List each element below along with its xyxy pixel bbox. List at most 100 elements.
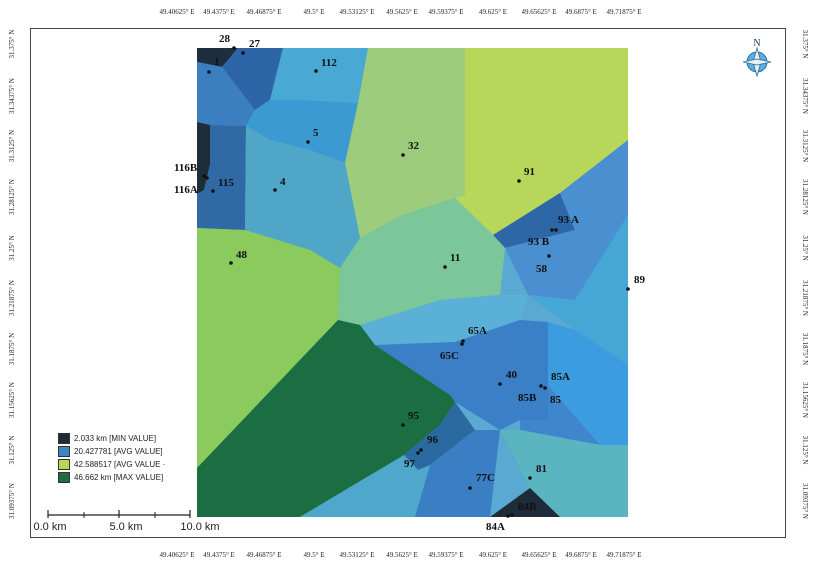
well-label: 116B bbox=[174, 162, 198, 174]
legend-swatch bbox=[58, 472, 70, 483]
well-point bbox=[554, 228, 558, 232]
top-tick: 49.4375° E bbox=[203, 8, 235, 16]
well-point bbox=[468, 486, 472, 490]
well-label: 93 B bbox=[528, 236, 550, 248]
well-label: 112 bbox=[321, 57, 337, 69]
well-label: 84A bbox=[486, 521, 505, 533]
voronoi-cell bbox=[360, 295, 528, 345]
voronoi-cell bbox=[270, 48, 368, 103]
well-points bbox=[202, 46, 630, 518]
top-tick: 49.625° E bbox=[478, 8, 508, 16]
well-label: 85 bbox=[550, 394, 562, 406]
well-point bbox=[539, 384, 543, 388]
scale-bar-line bbox=[47, 510, 191, 518]
voronoi-cell bbox=[415, 430, 500, 517]
well-point bbox=[547, 254, 551, 258]
well-point bbox=[229, 261, 233, 265]
top-tick: 49.71875° E bbox=[606, 8, 642, 16]
top-tick: 49.46875° E bbox=[246, 8, 282, 16]
well-label: 85B bbox=[518, 392, 537, 404]
top-tick: 49.6875° E bbox=[565, 8, 597, 16]
well-label: 115 bbox=[218, 177, 234, 189]
voronoi-cell bbox=[245, 126, 360, 268]
scale-bar: 0.0 km 5.0 km 10.0 km bbox=[33, 508, 234, 538]
well-point bbox=[506, 514, 510, 518]
well-point bbox=[211, 189, 215, 193]
well-point bbox=[401, 423, 405, 427]
bottom-tick: 49.59375° E bbox=[428, 551, 464, 559]
well-label: 96 bbox=[427, 434, 439, 446]
well-point bbox=[528, 476, 532, 480]
voronoi-cell bbox=[197, 125, 246, 230]
well-point bbox=[461, 339, 465, 343]
well-labels: 1 28 27 112 5 32 91 116B 116A 115 4 93 A… bbox=[174, 33, 646, 533]
scale-label: 5.0 km bbox=[109, 521, 143, 533]
well-label: 77C bbox=[476, 472, 495, 484]
legend-swatch bbox=[58, 459, 70, 470]
voronoi-cell bbox=[338, 198, 505, 325]
voronoi-cell bbox=[375, 320, 520, 430]
bottom-tick: 49.71875° E bbox=[606, 551, 642, 559]
legend-item: 2.033 km [MIN VALUE] bbox=[58, 432, 165, 445]
well-label: 91 bbox=[524, 166, 535, 178]
well-label: 48 bbox=[236, 249, 248, 261]
scale-label: 0.0 km bbox=[33, 521, 67, 533]
well-label: 89 bbox=[634, 274, 646, 286]
top-tick: 49.5625° E bbox=[386, 8, 418, 16]
bottom-tick: 49.5° E bbox=[303, 551, 325, 559]
voronoi-cell bbox=[197, 228, 340, 468]
voronoi-cell bbox=[197, 320, 455, 517]
well-label: 58 bbox=[536, 263, 548, 275]
voronoi-cell bbox=[500, 430, 628, 517]
voronoi-cell bbox=[520, 320, 548, 420]
well-label: 40 bbox=[506, 369, 518, 381]
well-point bbox=[241, 51, 245, 55]
well-point bbox=[419, 448, 423, 452]
bottom-tick: 49.53125° E bbox=[339, 551, 375, 559]
well-point bbox=[460, 342, 464, 346]
voronoi-cell bbox=[246, 100, 358, 163]
legend-item: 20.427781 [AVG VALUE] bbox=[58, 445, 165, 458]
well-label: 97 bbox=[404, 458, 416, 470]
top-tick: 49.40625° E bbox=[159, 8, 195, 16]
legend-label: 42.588517 [AVG VALUE · bbox=[74, 460, 166, 469]
well-point bbox=[232, 46, 236, 50]
bottom-tick: 49.5625° E bbox=[386, 551, 418, 559]
bottom-tick: 49.65625° E bbox=[521, 551, 557, 559]
legend-item: 42.588517 [AVG VALUE · bbox=[58, 458, 165, 471]
bottom-tick: 49.625° E bbox=[478, 551, 508, 559]
voronoi-cell bbox=[345, 48, 465, 238]
voronoi-cell bbox=[300, 455, 430, 517]
legend-item: 46.662 km [MAX VALUE] bbox=[58, 471, 165, 484]
voronoi-cell bbox=[222, 48, 283, 110]
well-label: 4 bbox=[280, 176, 286, 188]
well-point bbox=[401, 153, 405, 157]
legend-label: 46.662 km [MAX VALUE] bbox=[74, 473, 164, 482]
well-point bbox=[416, 451, 420, 455]
voronoi-cell bbox=[455, 48, 628, 235]
voronoi-cell bbox=[197, 62, 255, 126]
legend: 2.033 km [MIN VALUE] 20.427781 [AVG VALU… bbox=[58, 432, 165, 484]
bottom-tick: 49.4375° E bbox=[203, 551, 235, 559]
voronoi-cell bbox=[520, 385, 600, 445]
well-label: 93 A bbox=[558, 214, 579, 226]
well-label: 32 bbox=[408, 140, 420, 152]
bottom-tick: 49.6875° E bbox=[565, 551, 597, 559]
top-tick: 49.53125° E bbox=[339, 8, 375, 16]
well-label: 28 bbox=[219, 33, 231, 45]
well-point bbox=[510, 513, 514, 517]
voronoi-cell bbox=[197, 48, 238, 67]
well-point bbox=[306, 140, 310, 144]
legend-swatch bbox=[58, 433, 70, 444]
well-point bbox=[517, 179, 521, 183]
top-tick: 49.59375° E bbox=[428, 8, 464, 16]
bottom-tick: 49.40625° E bbox=[159, 551, 195, 559]
well-label: 95 bbox=[408, 410, 420, 422]
well-label: 65C bbox=[440, 350, 459, 362]
well-point bbox=[205, 176, 209, 180]
voronoi-cell bbox=[505, 140, 628, 300]
north-label: N bbox=[753, 38, 760, 49]
voronoi-cell bbox=[493, 193, 575, 248]
well-point bbox=[273, 188, 277, 192]
